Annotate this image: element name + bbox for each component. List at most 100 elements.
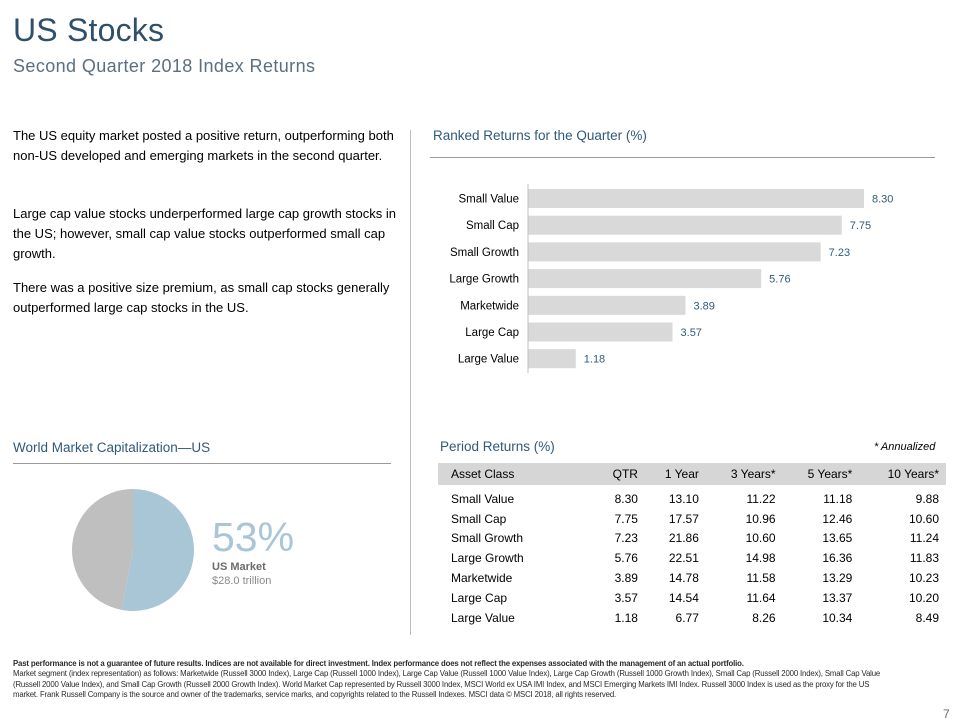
bar-value-label: 7.23: [829, 247, 850, 259]
disclaimer-bold: Past performance is not a guarantee of f…: [13, 659, 744, 668]
return-cell: 14.78: [668, 571, 699, 586]
asset-class-cell: Small Value: [451, 491, 515, 506]
bar-value-label: 8.30: [872, 194, 893, 206]
return-cell: 3.89: [614, 571, 638, 586]
ranked-returns-title: Ranked Returns for the Quarter (%): [433, 128, 647, 143]
asset-class-cell: Small Cap: [451, 511, 507, 526]
return-cell: 21.86: [668, 531, 699, 546]
world-cap-pie-chart: [72, 489, 194, 611]
return-cell: 17.57: [668, 511, 699, 526]
asset-class-cell: Marketwide: [451, 571, 513, 586]
us-market-percent: 53%: [212, 514, 295, 560]
bar: [528, 322, 673, 342]
return-cell: 14.54: [668, 590, 699, 605]
pie-slice-us: [121, 489, 194, 611]
page-subtitle: Second Quarter 2018 Index Returns: [13, 56, 316, 76]
disclaimer-footnote: Past performance is not a guarantee of f…: [13, 659, 893, 701]
disclaimer-text: Market segment (index representation) as…: [13, 669, 881, 700]
table-row: Large Cap 3.57 14.54 11.64 13.37 10.20: [438, 588, 946, 608]
return-cell: 11.64: [746, 590, 776, 605]
column-header: 1 Year: [644, 463, 706, 485]
table-row: Large Value 1.18 6.77 8.26 10.34 8.49: [438, 608, 946, 628]
return-cell: 7.23: [614, 531, 638, 546]
bar-category-label: Large Value: [458, 354, 519, 366]
column-header: 10 Years*: [859, 463, 946, 485]
bar-value-label: 5.76: [769, 274, 790, 286]
return-cell: 11.22: [746, 491, 776, 506]
return-cell: 8.26: [752, 610, 776, 625]
table-row: Small Cap 7.75 17.57 10.96 12.46 10.60: [438, 509, 946, 529]
bar: [528, 242, 821, 262]
table-header-row: Asset Class QTR 1 Year 3 Years* 5 Years*…: [438, 463, 946, 485]
intro-paragraph-1: The US equity market posted a positive r…: [13, 128, 394, 163]
return-cell: 7.75: [614, 511, 638, 526]
asset-class-cell: Large Cap: [451, 590, 508, 605]
world-cap-rule: [13, 463, 391, 464]
ranked-returns-bar-chart: Small Value 8.30 Small Cap 7.75 Small Growth…: [449, 184, 893, 373]
column-header: 5 Years*: [782, 463, 860, 485]
return-cell: 8.30: [614, 491, 638, 506]
return-cell: 1.18: [614, 610, 638, 625]
vertical-divider: [410, 130, 411, 635]
return-cell: 6.77: [675, 610, 699, 625]
return-cell: 16.36: [822, 551, 853, 566]
column-header: Asset Class: [438, 463, 597, 485]
table-row: Large Growth 5.76 22.51 14.98 16.36 11.83: [438, 548, 946, 568]
bar-category-label: Large Cap: [465, 327, 519, 339]
return-cell: 13.37: [822, 590, 853, 605]
bar-value-label: 1.18: [584, 354, 605, 366]
bar-category-label: Small Cap: [466, 220, 519, 232]
column-header: QTR: [597, 463, 645, 485]
period-returns-table: Asset Class QTR 1 Year 3 Years* 5 Years*…: [438, 463, 946, 628]
bar-category-label: Marketwide: [460, 300, 519, 312]
bar: [528, 215, 842, 235]
return-cell: 8.49: [915, 610, 939, 625]
bar: [528, 189, 864, 208]
intro-paragraph-3: There was a positive size premium, as sm…: [13, 280, 390, 315]
bar-category-label: Large Growth: [449, 274, 519, 286]
page-title: US Stocks: [13, 12, 165, 48]
return-cell: 12.46: [822, 511, 853, 526]
asset-class-cell: Large Growth: [451, 551, 524, 566]
bar: [528, 349, 576, 369]
return-cell: 11.18: [823, 491, 853, 506]
period-returns-title: Period Returns (%): [440, 439, 555, 454]
return-cell: 13.10: [668, 491, 699, 506]
bar-category-label: Small Growth: [450, 247, 519, 259]
return-cell: 11.24: [909, 531, 939, 546]
return-cell: 13.65: [822, 531, 853, 546]
intro-paragraph-2: Large cap value stocks underperformed la…: [13, 206, 396, 261]
page-number: 7: [943, 707, 950, 721]
return-cell: 10.20: [908, 590, 939, 605]
asset-class-cell: Small Growth: [451, 531, 524, 546]
return-cell: 14.98: [745, 551, 776, 566]
pie-slice-rest: [72, 489, 133, 610]
return-cell: 11.83: [909, 551, 939, 566]
bar-value-label: 3.57: [681, 327, 702, 339]
return-cell: 5.76: [614, 551, 638, 566]
asset-class-cell: Large Value: [451, 610, 515, 625]
return-cell: 3.57: [614, 590, 638, 605]
us-market-value: $28.0 trillion: [212, 575, 272, 587]
world-cap-title: World Market Capitalization—US: [13, 440, 211, 455]
ranked-returns-rule: [430, 157, 935, 158]
return-cell: 13.29: [822, 571, 853, 586]
return-cell: 11.58: [746, 571, 776, 586]
annualized-note: * Annualized: [874, 441, 936, 453]
bar: [528, 295, 686, 315]
bar-value-label: 7.75: [850, 220, 871, 232]
return-cell: 10.23: [908, 571, 939, 586]
return-cell: 10.60: [745, 531, 776, 546]
return-cell: 10.60: [908, 511, 939, 526]
return-cell: 10.96: [745, 511, 776, 526]
bar: [528, 269, 762, 289]
bar-category-label: Small Value: [458, 194, 519, 206]
return-cell: 9.88: [915, 491, 939, 506]
table-row: Small Value 8.30 13.10 11.22 11.18 9.88: [438, 485, 946, 509]
return-cell: 22.51: [668, 551, 699, 566]
us-market-label: US Market: [212, 561, 266, 573]
bar-value-label: 3.89: [693, 300, 714, 312]
return-cell: 10.34: [822, 610, 853, 625]
table-row: Small Growth 7.23 21.86 10.60 13.65 11.24: [438, 529, 946, 549]
column-header: 3 Years*: [705, 463, 783, 485]
